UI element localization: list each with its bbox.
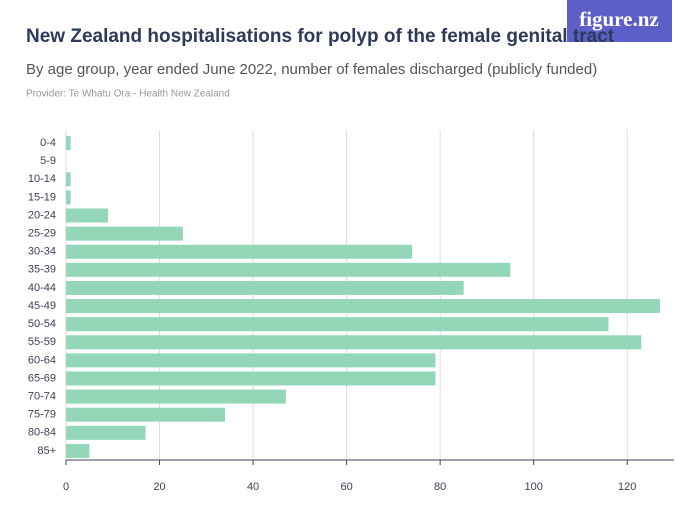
y-tick-label: 70-74 bbox=[28, 391, 56, 403]
bar bbox=[66, 244, 413, 259]
y-tick-label: 50-54 bbox=[28, 318, 56, 330]
y-tick-label: 0-4 bbox=[40, 137, 56, 149]
bar bbox=[66, 172, 71, 187]
y-tick-label: 35-39 bbox=[28, 264, 56, 276]
y-tick-label: 60-64 bbox=[28, 354, 56, 366]
x-tick-label: 100 bbox=[525, 481, 543, 493]
logo-box bbox=[567, 0, 672, 42]
y-tick-label: 45-49 bbox=[28, 300, 56, 312]
bar bbox=[66, 262, 511, 277]
y-tick-label: 15-19 bbox=[28, 191, 56, 203]
y-tick-label: 85+ bbox=[37, 445, 56, 457]
y-tick-label: 55-59 bbox=[28, 336, 56, 348]
bar bbox=[66, 136, 71, 151]
bar bbox=[66, 226, 183, 241]
x-tick-label: 0 bbox=[63, 481, 69, 493]
y-tick-label: 25-29 bbox=[28, 228, 56, 240]
bar bbox=[66, 317, 609, 332]
bar bbox=[66, 353, 436, 368]
chart-subtitle: By age group, year ended June 2022, numb… bbox=[26, 61, 597, 78]
y-tick-label: 10-14 bbox=[28, 173, 56, 185]
x-tick-label: 40 bbox=[247, 481, 259, 493]
bar bbox=[66, 389, 286, 404]
bar bbox=[66, 335, 642, 350]
bar bbox=[66, 371, 436, 386]
x-tick-label: 120 bbox=[618, 481, 636, 493]
y-tick-label: 80-84 bbox=[28, 427, 56, 439]
bar bbox=[66, 425, 146, 440]
bar bbox=[66, 407, 226, 422]
x-tick-label: 60 bbox=[340, 481, 352, 493]
chart-title: New Zealand hospitalisations for polyp o… bbox=[26, 26, 615, 47]
x-tick-label: 20 bbox=[153, 481, 165, 493]
y-tick-label: 20-24 bbox=[28, 209, 56, 221]
bar bbox=[66, 299, 660, 314]
y-tick-label: 30-34 bbox=[28, 246, 56, 258]
bar bbox=[66, 443, 90, 458]
bar bbox=[66, 190, 71, 205]
bar bbox=[66, 280, 464, 295]
y-tick-label: 5-9 bbox=[40, 155, 56, 167]
logo: figure.nz bbox=[579, 7, 659, 31]
y-tick-label: 40-44 bbox=[28, 282, 56, 294]
y-tick-label: 75-79 bbox=[28, 409, 56, 421]
bar bbox=[66, 208, 109, 223]
provider: Provider: Te Whatu Ora - Health New Zeal… bbox=[26, 89, 230, 100]
y-tick-label: 65-69 bbox=[28, 372, 56, 384]
x-tick-label: 80 bbox=[434, 481, 446, 493]
